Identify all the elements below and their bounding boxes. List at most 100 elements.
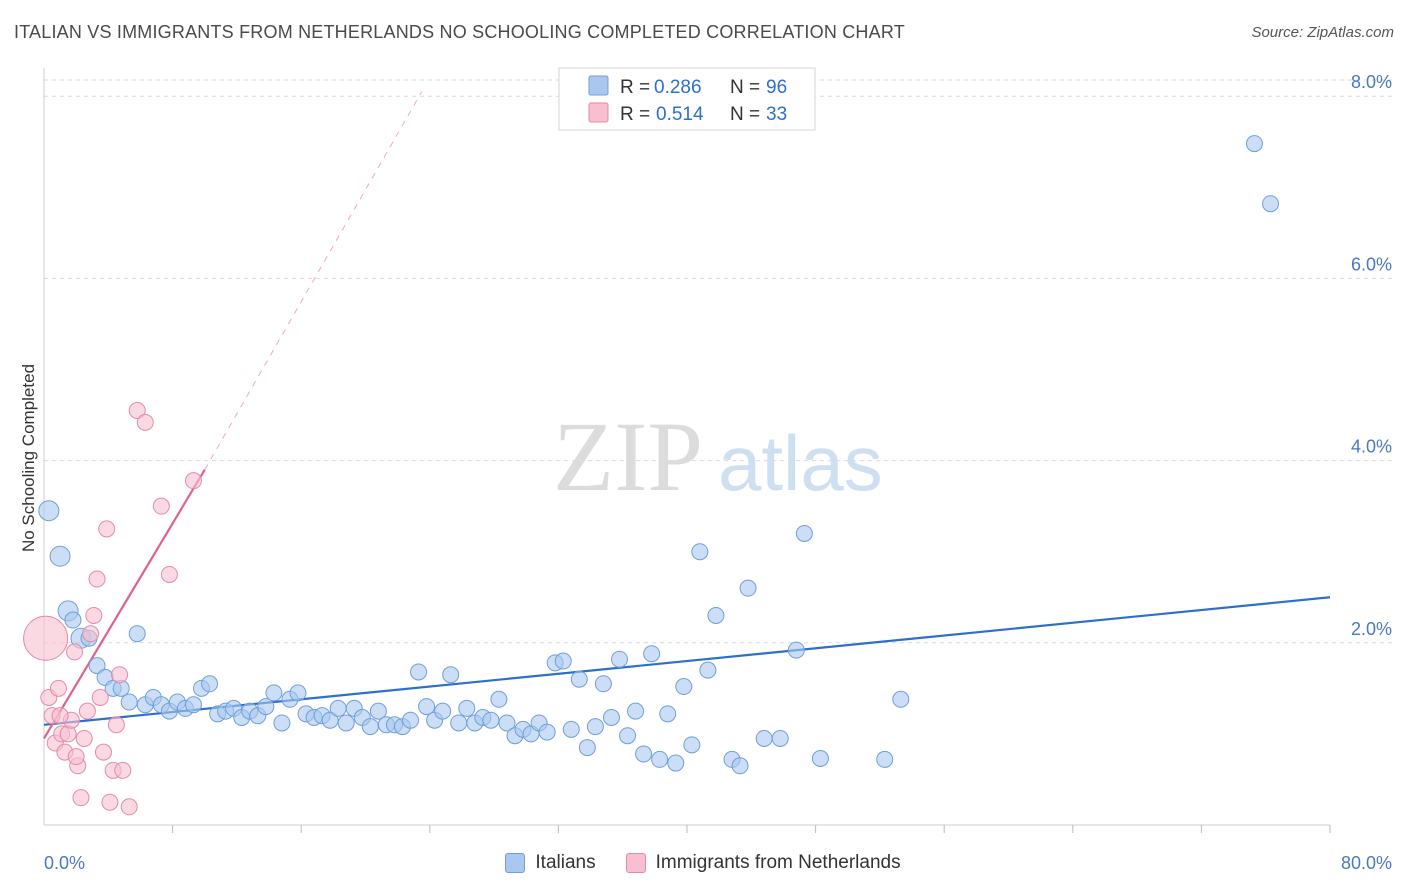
point-netherlands-31 <box>51 707 69 725</box>
point-italians-64 <box>554 652 572 670</box>
point-netherlands-9 <box>66 643 84 661</box>
point-italians-82 <box>699 661 717 679</box>
point-italians-6 <box>88 657 106 675</box>
legend-n-value-1: 96 <box>766 77 787 98</box>
point-netherlands-0 <box>23 615 69 661</box>
chart-title: ITALIAN VS IMMIGRANTS FROM NETHERLANDS N… <box>14 22 905 42</box>
point-italians-20 <box>201 675 219 693</box>
point-italians-57 <box>498 714 516 732</box>
x-tick-label-max: 80.0% <box>1341 853 1392 873</box>
y-axis-title: No Schooling Completed <box>19 364 38 552</box>
point-netherlands-17 <box>91 688 109 706</box>
point-italians-35 <box>321 711 339 729</box>
point-italians-90 <box>795 524 813 542</box>
legend-r-label-2: R = <box>620 104 650 125</box>
point-italians-29 <box>273 714 291 732</box>
legend-n-label-2: N = <box>730 104 760 125</box>
watermark: ZIP atlas <box>553 401 883 512</box>
point-italians-76 <box>651 750 669 768</box>
point-italians-66 <box>570 670 588 688</box>
point-italians-92 <box>876 750 894 768</box>
point-italians-80 <box>683 736 701 754</box>
series-label-italians: Italians <box>535 852 596 873</box>
point-netherlands-22 <box>107 716 125 734</box>
legend-r-value-2: 0.514 <box>656 104 704 125</box>
point-netherlands-11 <box>72 789 90 807</box>
point-italians-87 <box>755 729 773 747</box>
point-italians-18 <box>184 696 202 714</box>
point-netherlands-4 <box>49 679 67 697</box>
point-italians-27 <box>257 698 275 716</box>
y-tick-label-2: 6.0% <box>1351 254 1392 274</box>
point-netherlands-12 <box>75 729 93 747</box>
point-netherlands-14 <box>82 625 100 643</box>
data-points <box>23 135 1280 816</box>
point-netherlands-20 <box>101 793 119 811</box>
series-label-netherlands: Immigrants from Netherlands <box>655 852 901 873</box>
point-italians-55 <box>482 711 500 729</box>
point-netherlands-32 <box>67 748 85 766</box>
point-italians-36 <box>329 699 347 717</box>
point-netherlands-19 <box>98 520 116 538</box>
point-italians-72 <box>619 727 637 745</box>
point-italians-81 <box>691 543 709 561</box>
point-italians-86 <box>739 579 757 597</box>
point-italians-74 <box>635 745 653 763</box>
tick-labels: 2.0% 4.0% 6.0% 8.0% 0.0% 80.0% <box>44 72 1392 873</box>
grid-lines <box>44 79 1392 644</box>
point-netherlands-16 <box>88 570 106 588</box>
point-italians-67 <box>578 739 596 757</box>
point-italians-10 <box>120 693 138 711</box>
point-italians-77 <box>659 705 677 723</box>
point-italians-62 <box>538 723 556 741</box>
y-tick-label-1: 4.0% <box>1351 437 1392 457</box>
point-italians-91 <box>811 749 829 767</box>
point-netherlands-18 <box>94 743 112 761</box>
point-italians-89 <box>787 641 805 659</box>
point-netherlands-27 <box>136 413 154 431</box>
point-italians-68 <box>586 718 604 736</box>
y-tick-label-0: 2.0% <box>1351 619 1392 639</box>
legend-r-label-1: R = <box>620 77 650 98</box>
point-italians-50 <box>442 666 460 684</box>
point-netherlands-25 <box>120 798 138 816</box>
point-italians-85 <box>731 757 749 775</box>
legend-r-value-1: 0.286 <box>654 77 702 98</box>
point-italians-51 <box>450 714 468 732</box>
point-netherlands-15 <box>85 606 103 624</box>
series-swatch-netherlands <box>625 853 646 873</box>
point-italians-65 <box>562 720 580 738</box>
point-italians-88 <box>771 729 789 747</box>
point-italians-52 <box>458 699 476 717</box>
series-swatch-italians <box>505 853 526 873</box>
watermark-atlas: atlas <box>718 419 883 507</box>
point-italians-71 <box>610 650 628 668</box>
point-italians-46 <box>410 663 428 681</box>
point-netherlands-23 <box>111 666 129 684</box>
series-legend-item-netherlands: Immigrants from Netherlands <box>625 852 901 874</box>
point-italians-94 <box>1245 135 1263 153</box>
point-italians-69 <box>594 675 612 693</box>
point-italians-79 <box>675 678 693 696</box>
point-netherlands-30 <box>184 472 202 490</box>
trend-line-netherlands <box>43 469 206 740</box>
point-italians-3 <box>64 611 82 629</box>
point-netherlands-28 <box>152 497 170 515</box>
stats-legend: R = 0.286 N = 96 R = 0.514 N = 33 <box>558 67 816 131</box>
x-tick-label-min: 0.0% <box>44 853 85 873</box>
point-italians-70 <box>602 709 620 727</box>
point-netherlands-29 <box>160 565 178 583</box>
point-italians-93 <box>892 690 910 708</box>
point-italians-37 <box>337 714 355 732</box>
point-netherlands-13 <box>78 702 96 720</box>
point-netherlands-26 <box>128 402 146 420</box>
point-italians-11 <box>128 625 146 643</box>
trend-extension-netherlands <box>204 91 423 470</box>
series-legend: Italians Immigrants from Netherlands <box>0 852 1406 874</box>
point-italians-83 <box>707 606 725 624</box>
point-italians-0 <box>38 500 60 522</box>
point-italians-31 <box>289 684 307 702</box>
point-italians-41 <box>369 702 387 720</box>
point-italians-73 <box>627 702 645 720</box>
